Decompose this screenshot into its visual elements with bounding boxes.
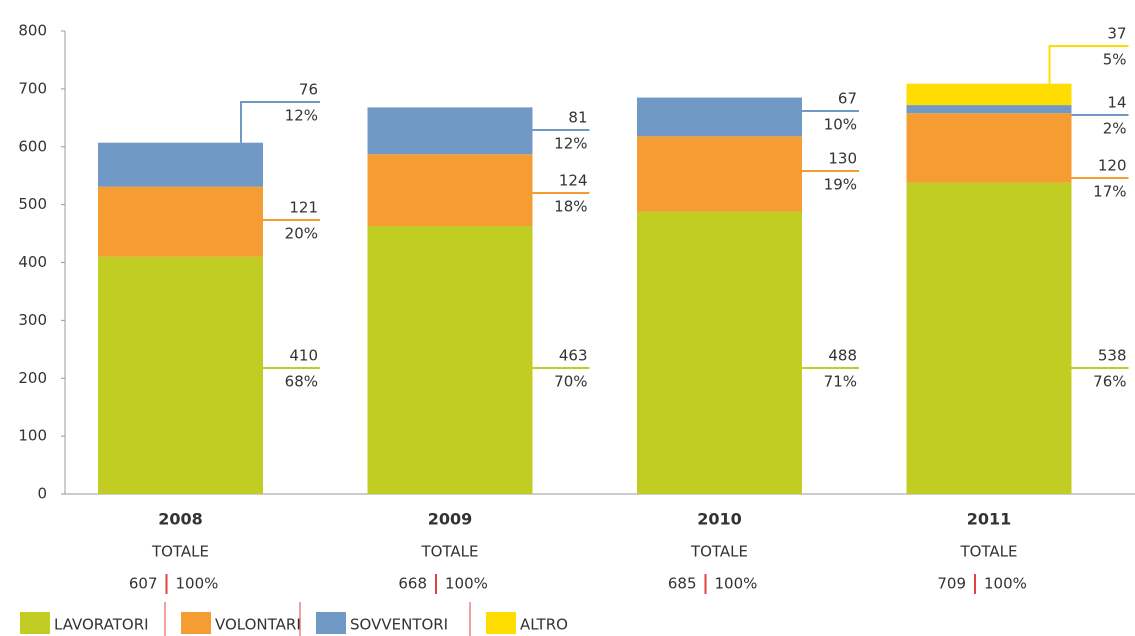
percent-label: 20% [285,225,318,243]
x-tick-label: 2008 [158,510,203,529]
y-tick-label: 600 [18,137,47,155]
value-label: 538 [1098,347,1127,365]
legend-swatch [181,612,211,634]
y-tick-label: 100 [18,427,47,445]
percent-label: 2% [1103,120,1127,138]
value-label: 121 [289,199,318,217]
total-value: 607 [129,575,158,593]
bar-segment [906,105,1072,114]
bar-segment [98,142,263,187]
bar-segment [367,226,533,494]
y-tick-label: 400 [18,253,47,271]
total-share: 100% [176,575,219,593]
legend-label: VOLONTARI [215,616,301,634]
bar-segment [906,182,1072,494]
value-label: 124 [559,172,588,190]
percent-label: 70% [554,373,587,391]
y-tick-label: 500 [18,195,47,213]
leader-line [1048,45,1129,84]
bar-segment [637,136,802,212]
total-share: 100% [445,575,488,593]
percent-label: 68% [285,373,318,391]
total-value: 709 [937,575,966,593]
total-label: TOTALE [151,543,209,561]
percent-label: 76% [1093,373,1126,391]
total-share: 100% [715,575,758,593]
bar-segment [637,211,802,494]
legend-swatch [316,612,346,634]
percent-label: 71% [824,373,857,391]
value-label: 463 [559,347,588,365]
bar-segment [906,83,1072,106]
legend-swatch [20,612,50,634]
leader-line [240,101,320,143]
y-tick-label: 0 [37,485,47,503]
y-tick-label: 300 [18,311,47,329]
bar-segment [98,186,263,257]
value-label: 488 [828,347,857,365]
value-label: 81 [568,109,587,127]
value-label: 130 [828,150,857,168]
total-label: TOTALE [959,543,1017,561]
total-value: 685 [668,575,697,593]
x-tick-label: 2011 [967,510,1012,529]
y-tick-label: 200 [18,369,47,387]
bar-segment [906,113,1072,183]
y-tick-label: 800 [18,22,47,40]
value-label: 67 [838,90,857,108]
value-label: 37 [1107,25,1126,43]
percent-label: 12% [285,107,318,125]
percent-label: 10% [824,116,857,134]
legend-label: LAVORATORI [54,616,149,634]
total-share: 100% [984,575,1027,593]
percent-label: 19% [824,176,857,194]
total-value: 668 [398,575,427,593]
total-label: TOTALE [420,543,478,561]
bar-segment [367,154,533,227]
x-tick-label: 2010 [697,510,742,529]
total-label: TOTALE [690,543,748,561]
value-label: 120 [1098,157,1127,175]
value-label: 410 [289,347,318,365]
percent-label: 12% [554,135,587,153]
x-tick-label: 2009 [428,510,473,529]
bar-segment [637,97,802,137]
bar-segment [98,256,263,494]
value-label: 76 [299,81,318,99]
legend-swatch [486,612,516,634]
percent-label: 5% [1103,51,1127,69]
legend-label: ALTRO [520,616,568,634]
percent-label: 17% [1093,183,1126,201]
bar-segment [367,107,533,155]
legend-label: SOVVENTORI [350,616,448,634]
percent-label: 18% [554,198,587,216]
value-label: 14 [1107,94,1126,112]
y-tick-label: 700 [18,79,47,97]
